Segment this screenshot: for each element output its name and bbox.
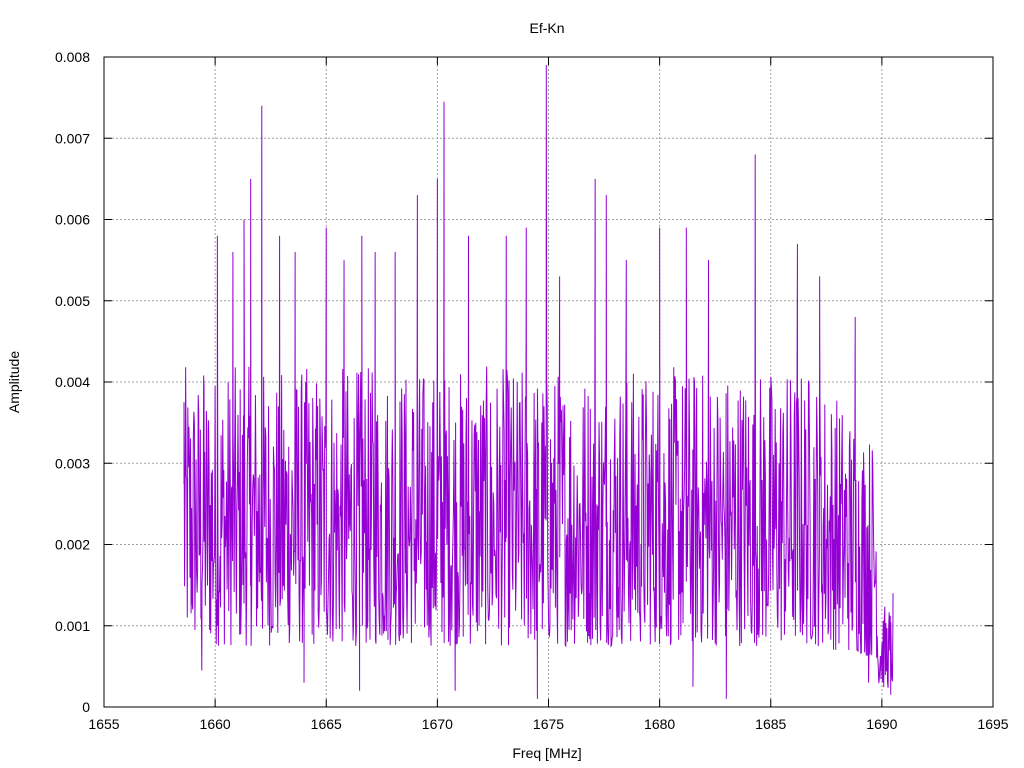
y-tick-label: 0.008 (55, 49, 90, 65)
x-tick-label: 1680 (644, 716, 675, 732)
x-axis-label: Freq [MHz] (512, 745, 581, 761)
x-tick-label: 1670 (422, 716, 453, 732)
y-axis-label: Amplitude (6, 351, 22, 413)
x-tick-label: 1690 (866, 716, 897, 732)
y-tick-labels: 0 0.001 0.002 0.003 0.004 0.005 0.006 0.007 0.00… (55, 49, 90, 715)
y-tick-label: 0.002 (55, 537, 90, 553)
x-tick-label: 1665 (311, 716, 342, 732)
y-tick-label: 0.004 (55, 374, 90, 390)
ticks (103, 56, 994, 708)
x-tick-label: 1695 (977, 716, 1008, 732)
x-tick-labels: 1655 1660 1665 1670 1675 1680 1685 1690 1695 (88, 716, 1008, 732)
x-tick-label: 1655 (88, 716, 119, 732)
y-tick-label: 0.007 (55, 130, 90, 146)
x-tick-label: 1675 (533, 716, 564, 732)
y-tick-label: 0 (82, 699, 90, 715)
x-tick-label: 1660 (200, 716, 231, 732)
y-tick-label: 0.006 (55, 212, 90, 228)
x-tick-label: 1685 (755, 716, 786, 732)
y-tick-label: 0.003 (55, 455, 90, 471)
plot-area (183, 65, 894, 699)
y-tick-label: 0.001 (55, 618, 90, 634)
y-tick-label: 0.005 (55, 293, 90, 309)
chart-title: Ef-Kn (529, 20, 564, 36)
series-line (183, 65, 894, 699)
